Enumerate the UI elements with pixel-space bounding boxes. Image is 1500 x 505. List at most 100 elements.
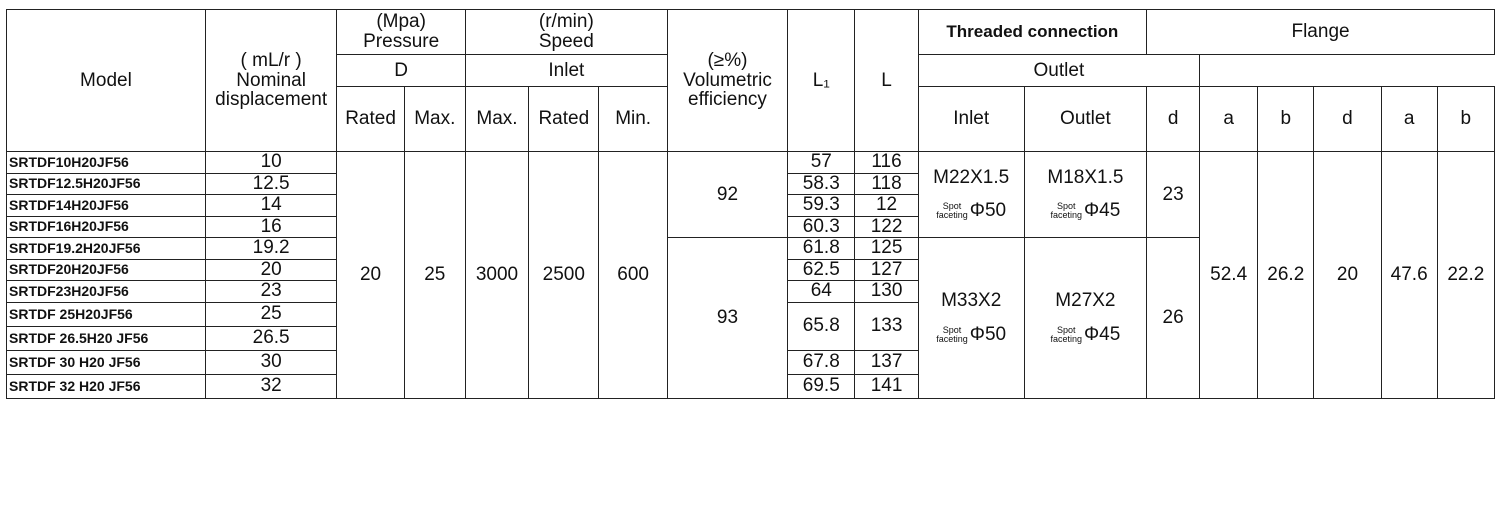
displacement-cell: 23	[204, 280, 338, 303]
spec-table: Model ( mL/r ) Nominal displacement (Mpa…	[6, 9, 1496, 399]
header-threaded-connection: Threaded connection	[917, 9, 1148, 55]
l1-cell-merged: 65.8	[787, 301, 856, 351]
l1-cell: 60.3	[787, 215, 856, 238]
header-efficiency: (≥%) Volumetric efficiency	[666, 9, 789, 152]
table-row: SRTDF23H20JF56 23 64 130	[6, 280, 1495, 303]
header-l1: L₁	[787, 9, 856, 152]
l1-cell: 57	[787, 151, 856, 174]
efficiency-cell-group2: 93	[666, 237, 789, 399]
displacement-label: Nominal displacement	[215, 69, 328, 111]
table-row: SRTDF 26.5H20 JF56 26.5	[6, 325, 1495, 351]
spot-faceting-label: Spot faceting	[1050, 201, 1083, 221]
displacement-cell: 32	[204, 373, 338, 399]
header-speed-min: Min.	[598, 86, 668, 152]
header-pressure: (Mpa) Pressure	[336, 9, 466, 55]
header-model: Model	[6, 9, 206, 152]
header-flange-outlet: Outlet	[917, 54, 1201, 87]
table-row: SRTDF10H20JF56 10 20 25 3000 2500 600 92…	[6, 151, 1496, 399]
spot-faceting-label: Spot faceting	[1050, 324, 1083, 344]
header-flange-outlet-a: a	[1380, 86, 1438, 152]
flange-inlet-d-group2: 26	[1146, 237, 1201, 399]
spot-faceting-inlet: Spot faceting Φ50	[919, 323, 1023, 345]
pressure-max-cell: 25	[403, 151, 466, 399]
l-cell: 12	[854, 194, 919, 217]
header-speed-rated: Rated	[528, 86, 600, 152]
flange-outlet-b-cell: 22.2	[1436, 151, 1496, 399]
table-row: SRTDF14H20JF56 14 59.3 12	[6, 194, 1495, 217]
spot-faceting-label: Spot faceting	[936, 324, 968, 344]
model-cell: SRTDF23H20JF56	[6, 280, 206, 303]
displacement-cell: 10	[204, 151, 338, 174]
table-row: SRTDF 25H20JF56 25 65.8 133	[6, 301, 1495, 351]
displacement-cell: 20	[204, 258, 338, 281]
efficiency-unit: (≥%)	[707, 49, 748, 71]
header-l: L	[854, 9, 919, 152]
l1-cell: 58.3	[787, 172, 856, 195]
thread-outlet-group2: M27X2 Spot faceting Φ45	[1023, 237, 1148, 399]
model-cell: SRTDF 25H20JF56	[6, 301, 206, 327]
l1-cell: 64	[787, 280, 856, 303]
spot-faceting-inlet: Spot faceting Φ50	[919, 201, 1023, 221]
table-row: SRTDF16H20JF56 16 60.3 122	[6, 215, 1495, 238]
speed-max-cell: 3000	[464, 151, 530, 399]
header-thread-inlet: Inlet	[917, 86, 1025, 152]
model-cell: SRTDF16H20JF56	[6, 215, 206, 238]
header-pressure-max: Max.	[403, 86, 466, 152]
header-d-upper: D	[336, 54, 466, 87]
thread-outlet-size: M18X1.5	[1047, 166, 1124, 188]
header-flange-inlet-a: a	[1199, 86, 1259, 152]
l1-cell: 59.3	[787, 194, 856, 217]
thread-outlet-size: M27X2	[1055, 289, 1116, 311]
spot-faceting-diameter: Φ45	[1084, 323, 1121, 345]
l-cell: 116	[854, 151, 919, 174]
header-flange: Flange	[1146, 9, 1495, 55]
spot-faceting-outlet: Spot faceting Φ45	[1025, 323, 1145, 345]
model-cell: SRTDF 32 H20 JF56	[6, 373, 206, 399]
flange-inlet-b-cell: 26.2	[1257, 151, 1315, 399]
speed-min-cell: 600	[598, 151, 668, 399]
header-flange-outlet-d: d	[1313, 86, 1382, 152]
model-cell: SRTDF14H20JF56	[6, 194, 206, 217]
header-displacement: ( mL/r ) Nominal displacement	[204, 9, 338, 152]
pressure-unit: (Mpa)	[376, 11, 426, 33]
l1-cell: 69.5	[787, 373, 856, 399]
flange-outlet-d-cell: 20	[1313, 151, 1382, 399]
pressure-label: Pressure	[363, 31, 440, 52]
displacement-cell: 16	[204, 215, 338, 238]
flange-inlet-a-cell: 52.4	[1199, 151, 1259, 399]
l-cell: 122	[854, 215, 919, 238]
displacement-unit: ( mL/r )	[240, 49, 302, 71]
l-cell: 127	[854, 258, 919, 281]
thread-inlet-group1: M22X1.5 Spot faceting Φ50	[917, 151, 1025, 238]
l1-cell: 67.8	[787, 349, 856, 375]
spec-table-wrapper: Model ( mL/r ) Nominal displacement (Mpa…	[6, 9, 1496, 399]
efficiency-label: Volumetric efficiency	[683, 69, 772, 111]
header-speed: (r/min) Speed	[464, 9, 668, 55]
speed-label: Speed	[538, 31, 594, 52]
speed-rated-cell: 2500	[528, 151, 600, 399]
l-cell: 125	[854, 237, 919, 260]
spot-faceting-diameter: Φ50	[969, 323, 1007, 345]
displacement-cell: 12.5	[204, 172, 338, 195]
l-cell: 137	[854, 349, 919, 375]
model-cell: SRTDF10H20JF56	[6, 151, 206, 174]
l-cell-merged: 133	[854, 301, 919, 351]
header-flange-inlet: Inlet	[464, 54, 668, 87]
displacement-cell: 14	[204, 194, 338, 217]
model-cell: SRTDF 30 H20 JF56	[6, 349, 206, 375]
header-flange-inlet-d: d	[1146, 86, 1201, 152]
l-cell: 118	[854, 172, 919, 195]
model-cell: SRTDF12.5H20JF56	[6, 172, 206, 195]
displacement-cell: 19.2	[204, 237, 338, 260]
displacement-cell: 26.5	[204, 325, 338, 351]
l-cell: 130	[854, 280, 919, 303]
displacement-cell: 25	[204, 301, 338, 327]
table-row: SRTDF 32 H20 JF56 32 69.5 141	[6, 373, 1495, 399]
spot-faceting-label: Spot faceting	[936, 201, 968, 221]
table-row: SRTDF19.2H20JF56 19.2 93 61.8 125 M33X2 …	[6, 237, 1495, 399]
flange-outlet-a-cell: 47.6	[1380, 151, 1438, 399]
table-row: SRTDF12.5H20JF56 12.5 58.3 118	[6, 172, 1495, 195]
table-row: SRTDF20H20JF56 20 62.5 127	[6, 258, 1495, 281]
model-cell: SRTDF19.2H20JF56	[6, 237, 206, 260]
header-speed-max: Max.	[464, 86, 530, 152]
